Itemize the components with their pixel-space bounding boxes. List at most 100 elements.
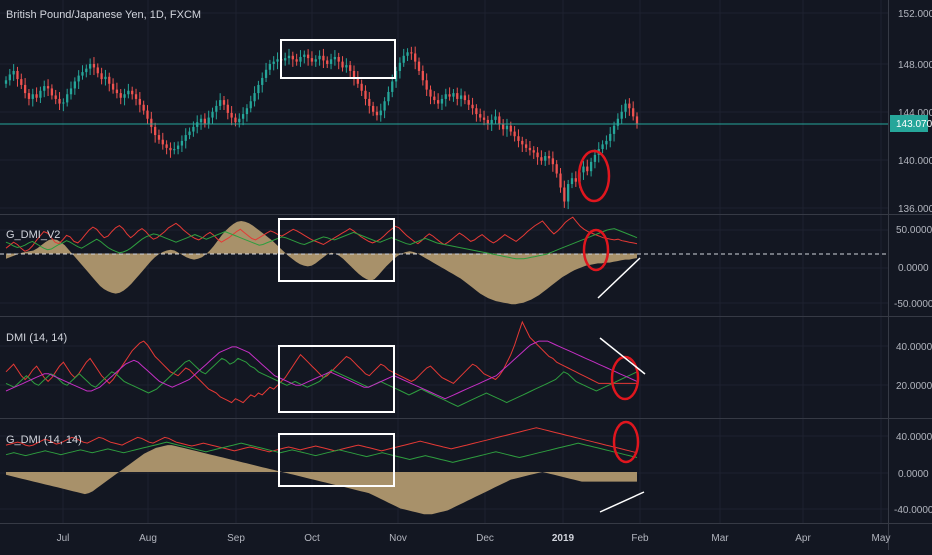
candle-body	[46, 86, 50, 89]
candle-body	[444, 94, 447, 99]
candle-body	[632, 108, 635, 117]
dmi-pane[interactable]: DMI (14, 14)	[5, 320, 646, 413]
candle-body	[589, 161, 593, 172]
candle-body	[544, 156, 547, 161]
annotation-circle-gdmi-v2[interactable]	[582, 228, 610, 272]
annotation-circle-dmi[interactable]	[610, 355, 640, 401]
candle-body	[536, 152, 539, 158]
time-axis[interactable]: Jul Aug Sep Oct Nov Dec 2019 Feb Mar Apr…	[57, 533, 891, 544]
candle-body	[433, 96, 436, 101]
candle-body	[448, 94, 451, 97]
candle-body	[43, 86, 46, 91]
candle-body	[329, 59, 333, 64]
last-price-badge	[890, 115, 928, 132]
annotation-circle-price[interactable]	[577, 149, 611, 203]
candle-body	[524, 144, 528, 148]
dmi-title: DMI (14, 14)	[6, 332, 67, 344]
gdmi-title: G_DMI (14, 14)	[6, 434, 82, 446]
candle-body	[176, 145, 180, 150]
candle-body	[567, 184, 570, 202]
candle-body	[203, 118, 207, 124]
candle-body	[261, 77, 264, 85]
candle-body	[249, 101, 252, 109]
candle-body	[463, 95, 467, 101]
annotation-rectangle-dmi[interactable]	[278, 345, 395, 413]
candle-body	[540, 157, 543, 161]
gdmi-v2-lines	[5, 216, 638, 260]
last-price-value: 143.070	[896, 119, 932, 130]
candle-body	[345, 65, 348, 68]
candle-body	[555, 164, 558, 174]
annotation-rectangle-gdmi-v2[interactable]	[278, 218, 395, 282]
candle-body	[134, 94, 138, 99]
candle-body	[234, 117, 237, 123]
gdmi-red-line	[5, 427, 638, 454]
gdmi-pane[interactable]: G_DMI (14, 14)	[5, 420, 645, 515]
candle-body	[4, 80, 8, 84]
price-axis[interactable]: 152.000 148.000 144.000 140.000 136.000 …	[890, 9, 932, 516]
annotation-circle-gdmi[interactable]	[612, 420, 640, 464]
candle-body	[547, 156, 551, 159]
candle-body	[104, 76, 107, 80]
candle-body	[222, 100, 226, 105]
candle-body	[417, 61, 421, 71]
time-label: Oct	[304, 533, 320, 544]
candle-body	[379, 110, 382, 116]
candle-body	[467, 100, 470, 105]
candle-body	[245, 108, 249, 115]
dmi-red-line	[5, 320, 637, 404]
candle-body	[314, 59, 317, 62]
axis-label: 140.000	[898, 156, 932, 167]
candle-body	[50, 88, 54, 96]
candle-body	[436, 100, 440, 104]
candle-body	[559, 173, 562, 188]
candlestick-series	[4, 46, 639, 210]
candle-body	[142, 104, 145, 111]
candle-body	[383, 101, 386, 111]
candle-body	[394, 70, 398, 82]
trendline-dmi[interactable]	[599, 337, 646, 375]
candle-body	[226, 104, 229, 113]
axis-label: 0.0000	[898, 469, 929, 480]
candle-body	[108, 76, 111, 84]
symbol-title: British Pound/Japanese Yen, 1D, FXCM	[6, 9, 201, 21]
candle-body	[570, 178, 574, 185]
candle-body	[333, 56, 337, 60]
candle-body	[27, 93, 31, 99]
candle-body	[291, 55, 294, 60]
candle-body	[482, 117, 486, 120]
candle-body	[421, 70, 424, 81]
trendline-gdmi[interactable]	[599, 491, 645, 513]
candle-body	[352, 70, 356, 78]
trendline-gdmi-v2[interactable]	[597, 257, 641, 299]
candle-body	[551, 158, 555, 165]
price-pane[interactable]: British Pound/Japanese Yen, 1D, FXCM	[0, 9, 888, 210]
candle-body	[188, 131, 191, 136]
gdmi-v2-pane[interactable]: G_DMI_V2	[0, 216, 888, 305]
candle-body	[628, 103, 631, 109]
candle-body	[92, 63, 96, 68]
candle-body	[123, 94, 126, 98]
candle-body	[111, 83, 115, 90]
candle-body	[211, 111, 214, 118]
candle-body	[62, 102, 65, 104]
candle-body	[593, 154, 597, 162]
candle-body	[318, 55, 321, 60]
gdmi-lines	[5, 427, 638, 463]
candle-body	[306, 54, 310, 59]
candle-body	[341, 61, 344, 68]
candle-body	[295, 59, 298, 62]
candle-body	[326, 60, 329, 64]
time-label: May	[872, 533, 891, 544]
candle-body	[299, 56, 302, 62]
annotation-rectangle-price[interactable]	[280, 39, 396, 79]
candle-body	[16, 70, 19, 80]
gdmi-v2-area	[6, 221, 637, 305]
candle-body	[100, 73, 103, 80]
time-label: Aug	[139, 533, 157, 544]
candle-body	[360, 83, 363, 91]
annotation-rectangle-gdmi[interactable]	[278, 433, 395, 487]
candle-body	[349, 65, 352, 71]
